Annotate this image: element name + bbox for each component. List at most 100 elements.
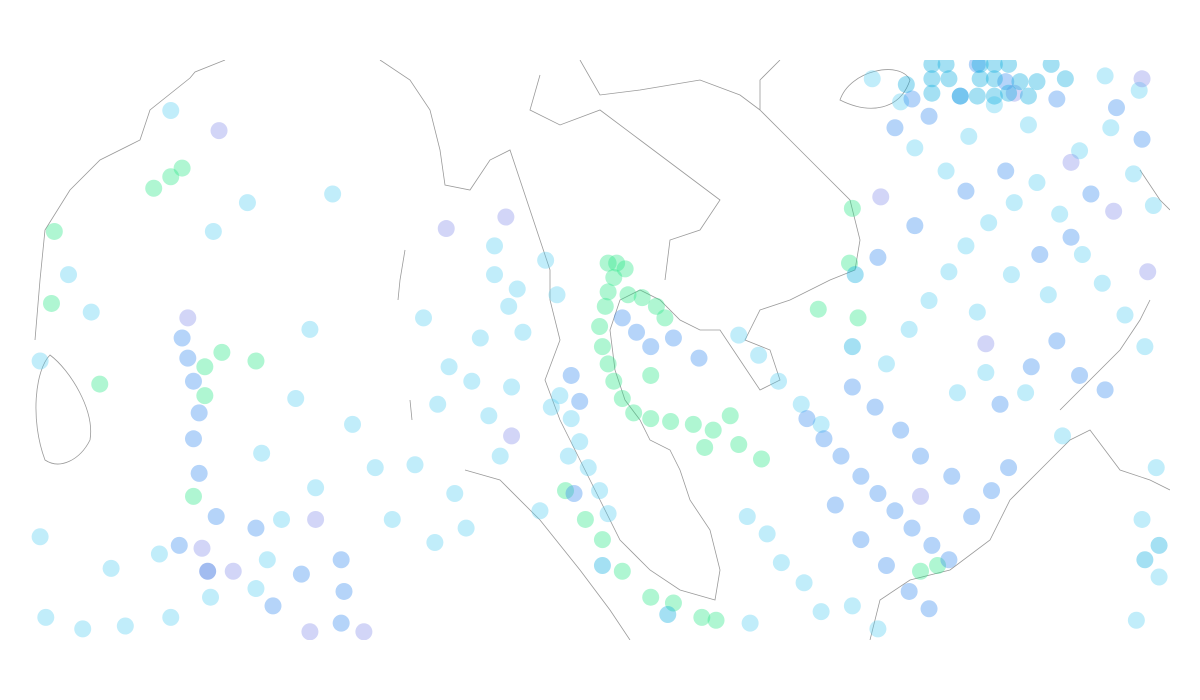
data-point xyxy=(656,309,674,327)
data-point xyxy=(912,447,930,465)
data-point xyxy=(826,496,844,514)
data-point xyxy=(1093,274,1111,292)
points-layer xyxy=(31,60,1168,640)
data-point xyxy=(463,372,481,390)
data-point xyxy=(985,87,1003,105)
data-point xyxy=(812,415,830,433)
data-point xyxy=(613,389,631,407)
data-point xyxy=(923,536,941,554)
data-point xyxy=(559,447,577,465)
data-point xyxy=(980,214,998,232)
data-point xyxy=(184,372,202,390)
data-point xyxy=(571,433,589,451)
data-point xyxy=(1125,165,1143,183)
data-point xyxy=(173,329,191,347)
data-point xyxy=(1096,67,1114,85)
data-point xyxy=(332,614,350,632)
data-point xyxy=(486,237,504,255)
data-point xyxy=(1028,73,1046,91)
data-point xyxy=(1019,87,1037,105)
data-point xyxy=(693,608,711,626)
data-point xyxy=(74,620,92,638)
data-point xyxy=(190,404,208,422)
data-point xyxy=(721,407,739,425)
data-point xyxy=(957,237,975,255)
data-point xyxy=(173,159,191,177)
data-point xyxy=(968,303,986,321)
data-point xyxy=(196,387,214,405)
data-point xyxy=(625,404,643,422)
data-point xyxy=(863,70,881,88)
data-point xyxy=(843,597,861,615)
data-point xyxy=(1150,568,1168,586)
data-point xyxy=(997,73,1015,91)
data-point xyxy=(60,266,78,284)
data-point xyxy=(772,554,790,572)
data-point xyxy=(920,600,938,618)
data-point xyxy=(869,248,887,266)
data-point xyxy=(571,392,589,410)
data-point xyxy=(920,107,938,125)
andaman-islands xyxy=(397,249,413,421)
data-point xyxy=(812,603,830,621)
inland-border xyxy=(529,74,721,281)
data-point xyxy=(599,505,617,523)
data-point xyxy=(960,127,978,145)
data-point xyxy=(809,300,827,318)
data-point xyxy=(1062,228,1080,246)
data-point xyxy=(1107,99,1125,117)
data-point xyxy=(869,485,887,503)
data-point xyxy=(562,366,580,384)
data-point xyxy=(647,297,665,315)
data-point xyxy=(457,519,475,537)
data-point xyxy=(613,562,631,580)
data-point xyxy=(324,185,342,203)
data-point xyxy=(841,254,859,272)
data-point xyxy=(929,557,947,575)
data-point xyxy=(429,395,447,413)
data-point xyxy=(1136,551,1154,569)
data-point xyxy=(37,608,55,626)
data-point xyxy=(45,222,63,240)
data-point xyxy=(616,260,634,278)
data-point xyxy=(184,430,202,448)
data-point xyxy=(633,289,651,307)
data-point xyxy=(912,487,930,505)
data-point xyxy=(542,398,560,416)
data-point xyxy=(1017,384,1035,402)
data-point xyxy=(605,372,623,390)
data-point xyxy=(900,582,918,600)
data-point xyxy=(664,329,682,347)
data-point xyxy=(906,139,924,157)
data-point xyxy=(1136,338,1154,356)
data-point xyxy=(207,508,225,526)
data-point xyxy=(184,487,202,505)
data-point xyxy=(437,220,455,238)
data-point xyxy=(991,395,1009,413)
data-point xyxy=(843,199,861,217)
data-point xyxy=(920,292,938,310)
data-point xyxy=(202,588,220,606)
data-point xyxy=(684,415,702,433)
data-point xyxy=(662,413,680,431)
data-point xyxy=(599,283,617,301)
data-point xyxy=(415,309,433,327)
data-point xyxy=(599,254,617,272)
data-point xyxy=(238,194,256,212)
data-point xyxy=(162,168,180,186)
data-point xyxy=(923,70,941,88)
data-point xyxy=(696,438,714,456)
data-point xyxy=(179,349,197,367)
data-point xyxy=(1048,90,1066,108)
data-point xyxy=(301,320,319,338)
data-point xyxy=(903,90,921,108)
data-point xyxy=(886,502,904,520)
data-point xyxy=(301,623,319,640)
data-point xyxy=(659,605,677,623)
data-point xyxy=(1011,73,1029,91)
data-point xyxy=(91,375,109,393)
data-point xyxy=(951,87,969,105)
data-point xyxy=(1105,202,1123,220)
data-point xyxy=(985,96,1003,114)
